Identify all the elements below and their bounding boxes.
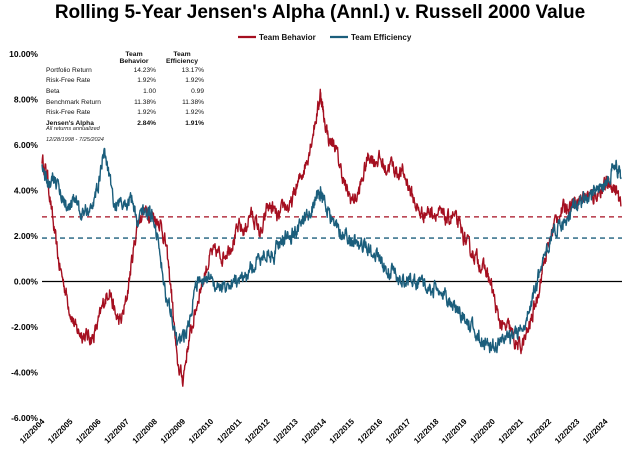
stats-behavior-value: 1.92% xyxy=(137,109,156,117)
x-tick-label: 1/2/2011 xyxy=(215,417,243,445)
x-tick-label: 1/2/2022 xyxy=(525,417,554,446)
stats-behavior-value: 1.00 xyxy=(143,87,156,95)
y-tick-label: 2.00% xyxy=(14,231,39,241)
stats-efficiency-value: 1.91% xyxy=(185,119,204,127)
stats-efficiency-value: 0.99 xyxy=(191,87,204,95)
y-axis: -6.00% -4.00% -2.00% 0.00% 2.00% 4.00% 6.00% 8.… xyxy=(9,49,38,423)
stats-row-label: Risk-Free Rate xyxy=(46,109,91,117)
y-tick-label: 6.00% xyxy=(14,140,39,150)
stats-header-blank xyxy=(44,51,110,65)
stats-header-behavior: Team Behavior xyxy=(119,51,149,65)
stats-row-label: Beta xyxy=(46,87,60,95)
x-tick-label: 1/2/2020 xyxy=(469,417,498,446)
stats-efficiency-value: 13.17% xyxy=(181,66,204,74)
stats-note-annualized: All returns annualized xyxy=(46,126,100,132)
x-tick-label: 1/2/2013 xyxy=(271,417,300,446)
stats-row-label: Jensen's Alpha xyxy=(46,119,94,127)
x-tick-label: 1/2/2007 xyxy=(103,417,132,446)
stats-row: Benchmark Return 11.38% 11.38% xyxy=(44,97,206,108)
reference-lines xyxy=(42,216,622,283)
y-tick-label: 0.00% xyxy=(14,277,39,287)
y-tick-label: -2.00% xyxy=(11,322,38,332)
x-tick-label: 1/2/2009 xyxy=(159,417,188,446)
y-tick-label: -6.00% xyxy=(11,413,38,423)
stats-efficiency-value: 1.92% xyxy=(185,77,204,85)
stats-row: Risk-Free Rate 1.92% 1.92% xyxy=(44,107,206,118)
x-axis: 1/2/2004 1/2/2005 1/2/2006 1/2/2007 1/2/2008… xyxy=(18,417,610,446)
x-tick-label: 1/2/2016 xyxy=(356,417,385,446)
chart-title: Rolling 5-Year Jensen's Alpha (Annl.) v.… xyxy=(55,2,585,23)
x-tick-label: 1/2/2012 xyxy=(243,417,272,446)
stats-note-daterange: 12/28/1998 - 7/25/2024 xyxy=(46,137,104,143)
stats-row-label: Benchmark Return xyxy=(46,98,101,106)
stats-row: Risk-Free Rate 1.92% 1.92% xyxy=(44,76,206,87)
stats-row-label: Risk-Free Rate xyxy=(46,77,91,85)
legend-label: Team Behavior xyxy=(259,33,316,42)
series-line xyxy=(41,88,622,387)
stats-behavior-value: 14.23% xyxy=(133,66,156,74)
y-tick-label: -4.00% xyxy=(11,368,38,378)
stats-header-efficiency: Team Efficiency xyxy=(165,51,199,65)
x-tick-label: 1/2/2015 xyxy=(328,417,357,446)
stats-efficiency-value: 1.92% xyxy=(185,109,204,117)
stats-row: Beta 1.00 0.99 xyxy=(44,86,206,97)
stats-behavior-value: 11.38% xyxy=(134,98,156,106)
x-tick-label: 1/2/2021 xyxy=(497,417,526,446)
x-tick-label: 1/2/2017 xyxy=(384,417,413,446)
x-tick-label: 1/2/2014 xyxy=(300,417,329,446)
x-tick-label: 1/2/2024 xyxy=(581,417,610,446)
stats-behavior-value: 1.92% xyxy=(137,77,156,85)
x-tick-label: 1/2/2008 xyxy=(131,417,160,446)
stats-header-row: Team Behavior Team Efficiency xyxy=(44,51,206,65)
stats-table: Team Behavior Team Efficiency Portfolio … xyxy=(44,51,206,129)
x-tick-label: 1/2/2010 xyxy=(187,417,216,446)
stats-row: Jensen's Alpha 2.84% 1.91% xyxy=(44,118,206,129)
y-tick-label: 4.00% xyxy=(14,186,39,196)
stats-row: Portfolio Return 14.23% 13.17% xyxy=(44,65,206,76)
x-tick-label: 1/2/2005 xyxy=(46,417,75,446)
stats-efficiency-value: 11.38% xyxy=(182,98,204,106)
series-lines xyxy=(41,88,622,387)
x-tick-label: 1/2/2023 xyxy=(553,417,582,446)
x-tick-label: 1/2/2006 xyxy=(74,417,103,446)
legend: Team Behavior Team Efficiency xyxy=(238,33,412,42)
stats-behavior-value: 2.84% xyxy=(137,119,156,127)
y-tick-label: 8.00% xyxy=(14,95,39,105)
legend-label: Team Efficiency xyxy=(351,33,412,42)
x-tick-label: 1/2/2019 xyxy=(440,417,469,446)
y-tick-label: 10.00% xyxy=(9,49,38,59)
stats-row-label: Portfolio Return xyxy=(46,66,92,74)
series-line xyxy=(41,147,622,354)
x-tick-label: 1/2/2018 xyxy=(412,417,441,446)
